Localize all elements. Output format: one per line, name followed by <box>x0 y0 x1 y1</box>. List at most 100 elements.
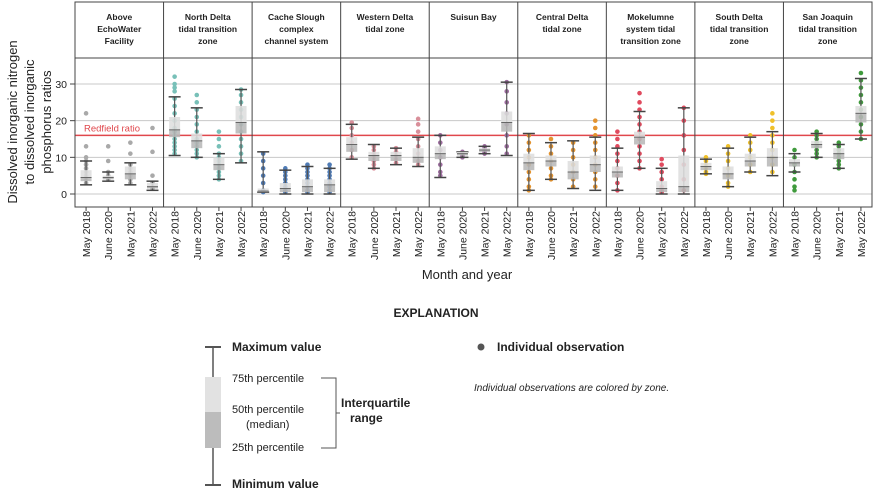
grid-layer <box>70 83 872 195</box>
y-tick-label-30: 30 <box>55 79 67 91</box>
observation-point <box>216 136 222 142</box>
x-tick-label-7-3: May 2022 <box>767 211 779 257</box>
x-tick-label-4-3: May 2022 <box>502 211 514 257</box>
x-tick-label-5-0: May 2018 <box>524 211 536 257</box>
x-tick-label-6-3: May 2022 <box>679 211 691 257</box>
zone-header-4-line-0: Suisun Bay <box>450 12 497 22</box>
lower-quartile-box <box>456 153 468 156</box>
observation-point <box>792 188 797 193</box>
box-3-1 <box>367 143 380 171</box>
upper-quartile-box <box>722 166 734 174</box>
zone-header-2-line-2: channel system <box>264 36 328 46</box>
legend-note: Individual observations are colored by z… <box>474 383 669 394</box>
observation-point <box>592 118 598 123</box>
upper-quartile-box <box>80 170 92 178</box>
zone-header-0-line-2: Facility <box>105 36 135 46</box>
box-5-3 <box>589 118 602 192</box>
y-axis-title-line-3: phosphorus ratios <box>39 70 54 174</box>
lower-quartile-box <box>102 177 114 180</box>
upper-quartile-box <box>634 131 646 138</box>
x-tick-label-0-0: May 2018 <box>81 211 93 257</box>
x-tick-label-4-1: June 2020 <box>457 211 469 260</box>
box-5-2 <box>567 140 580 190</box>
y-tick-label-20: 20 <box>55 116 67 128</box>
lower-quartile-box <box>169 129 181 138</box>
lower-quartile-box <box>567 172 579 180</box>
zone-header-1-line-0: North Delta <box>185 12 231 22</box>
observation-point <box>150 125 155 131</box>
box-8-0 <box>788 147 801 193</box>
box-6-1 <box>633 90 646 171</box>
observation-point <box>105 158 111 164</box>
box-4-2 <box>478 144 491 156</box>
x-tick-label-7-1: June 2020 <box>723 211 735 260</box>
x-tick-label-3-2: May 2021 <box>391 211 403 257</box>
upper-quartile-box <box>700 162 712 167</box>
box-8-2 <box>832 140 845 171</box>
upper-quartile-box <box>301 179 313 187</box>
lower-quartile-box <box>545 161 557 167</box>
upper-quartile-box <box>146 183 158 187</box>
legend-upper-quartile-box <box>205 377 221 412</box>
legend-median-label-1: 50th percentile <box>232 404 304 416</box>
observation-point <box>659 156 664 162</box>
zone-header-5-line-1: tidal zone <box>542 24 581 34</box>
lower-quartile-box <box>368 155 380 161</box>
lower-quartile-box <box>346 144 358 152</box>
observation-point <box>792 147 797 153</box>
box-0-3 <box>146 125 159 192</box>
x-tick-label-8-2: May 2021 <box>834 211 846 257</box>
lower-quartile-box <box>434 153 446 160</box>
zone-header-1-line-1: tidal transition <box>179 24 238 34</box>
zone-header-7-line-2: zone <box>729 36 749 46</box>
x-tick-label-4-0: May 2018 <box>435 211 447 257</box>
upper-quartile-box <box>279 183 291 189</box>
zone-header-2-line-1: complex <box>279 24 314 34</box>
observation-point <box>858 70 864 76</box>
upper-quartile-box <box>855 106 867 114</box>
x-tick-label-8-3: May 2022 <box>856 211 868 257</box>
upper-quartile-box <box>257 188 269 192</box>
upper-quartile-box <box>390 151 402 156</box>
box-1-3 <box>235 87 248 164</box>
redfield-ratio-label: Redfield ratio <box>84 123 140 134</box>
box-2-3 <box>323 162 336 195</box>
x-tick-label-0-1: June 2020 <box>103 211 115 260</box>
upper-quartile-box <box>324 179 336 185</box>
lower-quartile-box <box>324 184 336 193</box>
upper-quartile-box <box>545 155 557 161</box>
observation-point <box>327 162 332 167</box>
box-layer <box>80 70 867 195</box>
lower-quartile-box <box>678 186 690 193</box>
observation-point <box>172 81 177 87</box>
x-tick-label-6-1: June 2020 <box>635 211 647 260</box>
y-axis-title-line-1: Dissolved inorganic nitrogen <box>5 40 20 203</box>
observation-point <box>150 173 155 178</box>
lower-quartile-box <box>412 157 424 163</box>
lower-quartile-box <box>124 173 136 180</box>
box-2-0 <box>257 151 270 195</box>
lower-quartile-box <box>855 113 867 123</box>
box-6-0 <box>611 129 624 193</box>
zone-header-0-line-1: EchoWater <box>97 24 142 34</box>
zone-header-1-line-2: zone <box>198 36 218 46</box>
upper-quartile-box <box>789 159 801 163</box>
upper-quartile-box <box>102 175 114 178</box>
observation-point <box>150 149 155 155</box>
zone-header-8-line-1: tidal transition <box>798 24 857 34</box>
frame-layer <box>74 1 873 208</box>
label-layer: 0 10 20 30 Above EchoWater Facility May 2018 Jun… <box>55 12 868 260</box>
lower-quartile-box <box>722 173 734 180</box>
box-8-1 <box>810 129 823 160</box>
reference-layer: Redfield ratio <box>75 123 872 137</box>
zone-header-6-line-1: system tidal <box>626 24 675 34</box>
x-tick-label-3-0: May 2018 <box>347 211 359 257</box>
x-tick-label-1-1: June 2020 <box>192 211 204 260</box>
lower-quartile-box <box>390 155 402 161</box>
lower-quartile-box <box>766 157 778 167</box>
legend-observation-label: Individual observation <box>497 340 624 354</box>
observation-point <box>83 144 89 149</box>
upper-quartile-box <box>523 153 535 163</box>
box-3-0 <box>345 120 358 160</box>
